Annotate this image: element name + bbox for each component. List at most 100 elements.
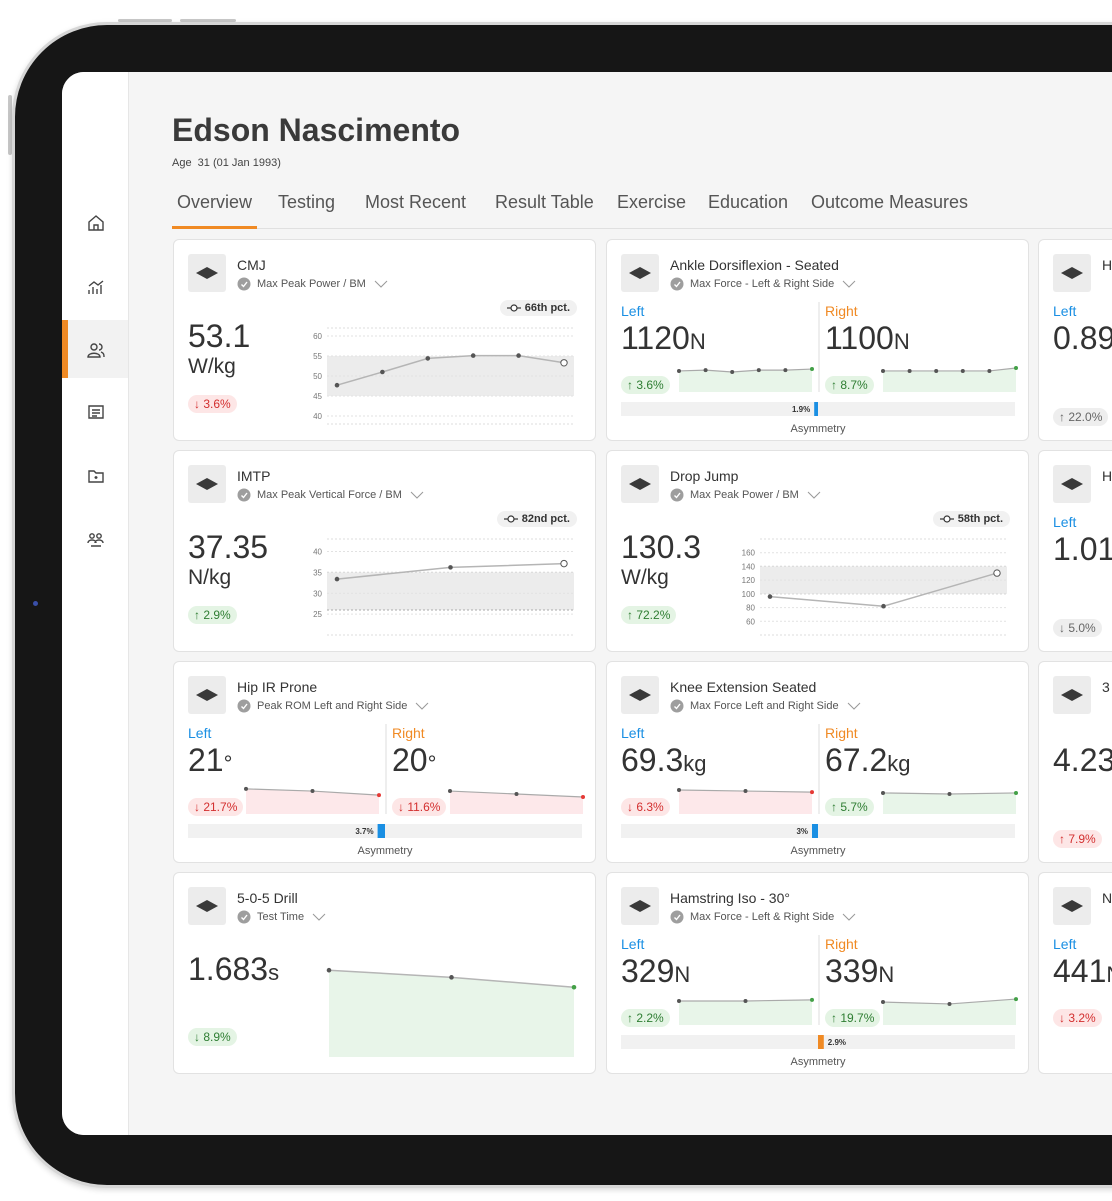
chevron: [374, 280, 388, 288]
trend-point: [449, 975, 454, 980]
change-badge: ↑ 22.0%: [1053, 408, 1109, 426]
spark-point: [756, 368, 761, 373]
change-badge: ↓ 21.7%: [188, 798, 244, 816]
check-circle: [237, 277, 251, 291]
tab[interactable]: Exercise: [617, 192, 687, 212]
card-title: Knee Extension Seated: [670, 679, 817, 695]
card-graphics: 60 80 100 120 140 160: [621, 465, 1007, 636]
trend-point: [571, 984, 577, 990]
metric-selector[interactable]: Max Peak Power / BM: [237, 277, 388, 291]
nav-icon[interactable]: [87, 531, 105, 549]
side-label: Left: [621, 936, 645, 952]
card: 3% Asymmetry Knee Extension Seated Max Forc…: [606, 661, 1029, 863]
spark-point: [947, 792, 952, 797]
asymmetry-label: Asymmetry: [791, 1056, 847, 1068]
check-icon: [237, 910, 251, 924]
metric-selector[interactable]: Max Force Left and Right Side: [670, 699, 861, 713]
nav-icon[interactable]: [87, 341, 105, 359]
percentile: 82nd pct.: [521, 513, 570, 525]
spark-point: [743, 789, 748, 794]
active-nav: [62, 320, 128, 378]
y-tick-label: 80: [746, 604, 755, 613]
nav-icon[interactable]: [87, 214, 105, 232]
test-icon: [1061, 689, 1083, 701]
tab[interactable]: Education: [708, 192, 789, 212]
unit: N: [674, 962, 691, 987]
metric-selector[interactable]: Test Time: [237, 910, 326, 924]
spark-point: [743, 998, 748, 1003]
tab[interactable]: Most Recent: [365, 192, 467, 212]
check-icon: [670, 910, 684, 924]
check-icon: [237, 488, 251, 502]
value: 1.683: [188, 951, 269, 987]
tab[interactable]: Outcome Measures: [811, 192, 969, 212]
trend-point: [560, 359, 568, 367]
spark-area: [246, 788, 379, 814]
unit: kg: [683, 751, 707, 776]
chevron: [312, 913, 326, 921]
spark-area: [883, 367, 1016, 392]
normative-band: [327, 572, 574, 610]
unit: °: [427, 751, 437, 776]
check-icon: [237, 699, 251, 713]
camera: [33, 601, 38, 606]
spark-area: [883, 792, 1016, 814]
spark-point: [934, 368, 939, 373]
value-row: 67.2 kg: [825, 742, 911, 779]
trend-point: [516, 353, 521, 358]
nav-icon[interactable]: [87, 278, 105, 296]
metric-selector[interactable]: Max Force - Left & Right Side: [670, 277, 856, 291]
value-row: 69.3 kg: [621, 742, 707, 779]
metric-selector[interactable]: Max Peak Power / BM: [670, 488, 821, 502]
spark-area: [679, 369, 812, 392]
value: 37.35: [188, 529, 269, 565]
trend-point: [380, 369, 385, 375]
check-icon: [670, 488, 684, 502]
metric-selector[interactable]: Peak ROM Left and Right Side: [237, 699, 429, 713]
metric-selector[interactable]: Max Force - Left & Right Side: [670, 910, 856, 924]
trend-area: [329, 970, 574, 1057]
card-graphics: [1053, 254, 1091, 292]
side-label: Right: [825, 303, 858, 319]
active-nav-bar: [62, 320, 68, 378]
nav-icon[interactable]: [87, 403, 105, 421]
asymmetry-bar: [377, 824, 385, 838]
tab[interactable]: Testing: [278, 192, 336, 212]
value-row: 1.683 s: [188, 951, 279, 988]
check-mark: [674, 914, 681, 921]
card-graphics: 3.7% Asymmetry: [188, 676, 585, 857]
check-circle: [670, 910, 684, 924]
card-graphics: [1053, 676, 1091, 714]
test-icon: [196, 267, 218, 279]
icon-team: [87, 539, 104, 547]
y-tick-label: 160: [742, 549, 756, 558]
change-badge: ↑ 8.7%: [825, 376, 874, 394]
metric-selector[interactable]: Max Peak Vertical Force / BM: [237, 488, 424, 502]
card-title: 5-0-5 Drill: [237, 890, 298, 906]
spark-point: [810, 997, 814, 1002]
percentile-dot: [943, 515, 951, 523]
asymmetry-label: Asymmetry: [791, 423, 847, 435]
trend-line: [336, 354, 565, 386]
chevron: [807, 491, 821, 499]
check-mark: [241, 703, 248, 710]
spark-point: [581, 794, 585, 799]
check-mark: [674, 703, 681, 710]
side-label: Left: [1053, 303, 1077, 319]
value: 1120: [621, 320, 690, 356]
chevron-path: [312, 913, 326, 921]
screen: Edson Nascimento Age 31 (01 Jan 1993) Ov…: [62, 72, 1112, 1135]
metric: Max Peak Power / BM: [257, 278, 366, 290]
device-button: [118, 19, 172, 22]
nav-icon[interactable]: [87, 467, 105, 485]
check-icon: [237, 277, 251, 291]
value: 441: [1053, 953, 1107, 989]
percentile-icon: [503, 515, 518, 523]
tab[interactable]: Overview: [177, 192, 253, 212]
value-row: 1100 N: [825, 320, 910, 357]
tab[interactable]: Result Table: [495, 192, 594, 212]
unit: °: [223, 751, 233, 776]
percentile-badge: 66th pct.: [499, 300, 577, 316]
spark-point: [730, 370, 735, 375]
y-tick-label: 60: [746, 617, 755, 626]
